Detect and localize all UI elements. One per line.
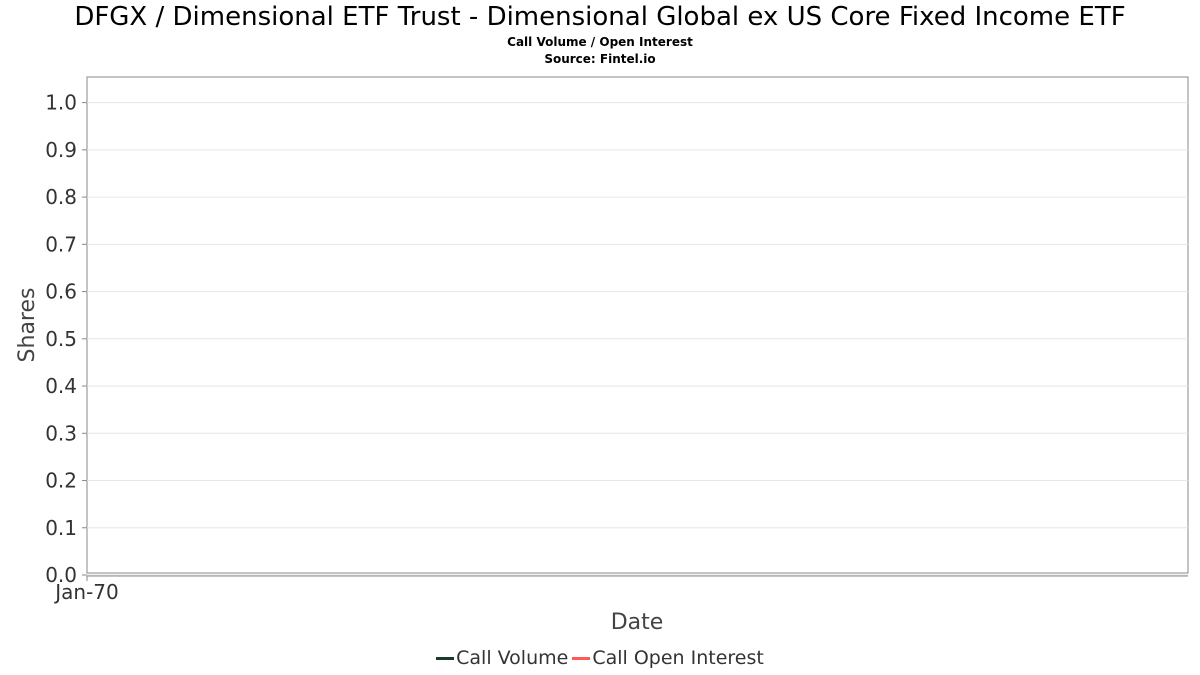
y-tick-label: 1.0	[45, 91, 77, 115]
legend-swatch-call-open-interest	[572, 656, 591, 660]
y-tick-label: 0.8	[45, 185, 77, 209]
y-tick-label: 0.1	[45, 516, 77, 540]
y-axis: 0.0 0.1 0.2 0.3 0.4 0.5 0.6 0.7 0.8 0.9 1.0	[45, 91, 87, 587]
y-axis-title: Shares	[15, 288, 40, 363]
chart-area: 0.0 0.1 0.2 0.3 0.4 0.5 0.6 0.7 0.8 0.9 1.0 Jan-70…	[15, 76, 1189, 635]
grid-lines	[87, 102, 1188, 576]
chart-title: DFGX / Dimensional ETF Trust - Dimension…	[74, 2, 1126, 32]
x-axis: Jan-70	[53, 576, 119, 604]
y-tick-label: 0.9	[45, 138, 77, 162]
y-tick-label: 0.6	[45, 280, 77, 304]
legend-swatch-call-volume	[436, 656, 455, 660]
y-tick-label: 0.0	[45, 563, 77, 587]
plot-frame	[86, 76, 1189, 574]
x-axis-title: Date	[611, 610, 664, 635]
x-tick-label: Jan-70	[53, 580, 119, 604]
legend-label-call-open-interest: Call Open Interest	[592, 647, 764, 669]
legend: Call Volume Call Open Interest	[0, 647, 1200, 669]
y-tick-label: 0.4	[45, 374, 77, 398]
chart-subtitle: Call Volume / Open Interest	[507, 35, 693, 49]
y-tick-label: 0.2	[45, 469, 77, 493]
y-tick-label: 0.5	[45, 327, 77, 351]
legend-label-call-volume: Call Volume	[456, 647, 569, 669]
chart-source: Source: Fintel.io	[544, 52, 656, 66]
legend-item-call-open-interest[interactable]: Call Open Interest	[572, 647, 764, 669]
y-tick-label: 0.3	[45, 421, 77, 445]
y-tick-label: 0.7	[45, 232, 77, 256]
legend-item-call-volume[interactable]: Call Volume	[436, 647, 568, 669]
